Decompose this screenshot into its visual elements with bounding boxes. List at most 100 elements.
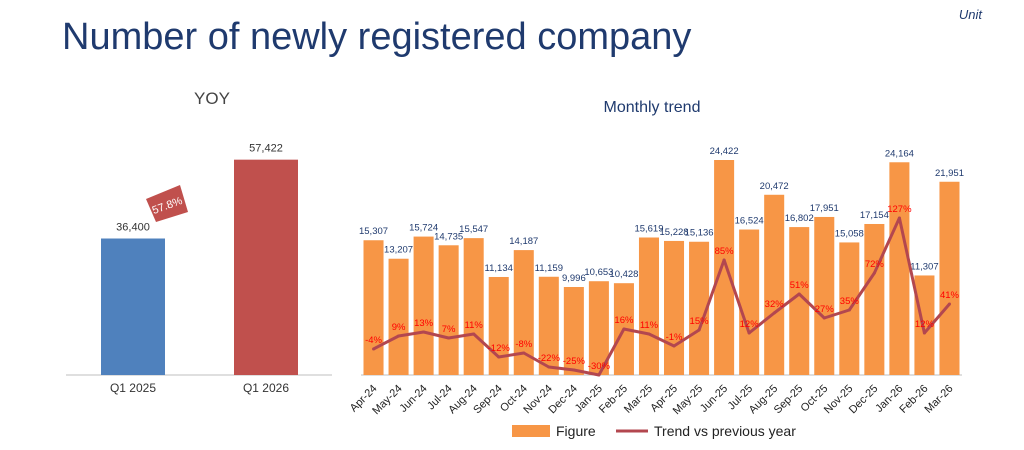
yoy-growth-flag [146,185,188,222]
monthly-value-label: 15,058 [835,228,864,239]
trend-point [697,328,701,332]
trend-point [622,327,626,331]
trend-point [797,292,801,296]
trend-point [422,330,426,334]
monthly-value-label: 15,307 [359,226,388,237]
trend-point [497,355,501,359]
monthly-bar-feb-26 [914,275,935,375]
trend-point [522,351,526,355]
trend-pct-label: 16% [614,315,634,326]
monthly-value-label: 15,228 [659,227,688,238]
legend-swatch-figure [512,425,550,437]
legend-label-trend: Trend vs previous year [654,423,796,439]
trend-point [872,271,876,275]
monthly-tick-label: Jun-25 [698,383,730,415]
monthly-value-label: 11,159 [535,263,563,274]
monthly-tick-label: Mar-26 [922,383,955,416]
monthly-bar-may-24 [388,258,409,375]
monthly-value-label: 17,951 [810,203,839,214]
trend-pct-label: 12% [915,319,935,330]
monthly-bar-jun-25 [714,160,735,375]
trend-point [822,316,826,320]
trend-pct-label: -30% [588,361,611,372]
trend-pct-label: 9% [392,322,406,333]
monthly-bar-oct-25 [814,216,835,375]
yoy-category-label-1: Q1 2026 [243,381,289,395]
monthly-value-label: 15,724 [409,223,438,234]
page-title: Number of newly registered company [62,16,692,58]
monthly-value-label: 10,653 [584,267,613,278]
trend-pct-label: 32% [765,299,785,310]
monthly-value-label: 15,136 [685,228,714,239]
trend-point [772,311,776,315]
trend-pct-label: -8% [515,339,532,350]
trend-point [572,368,576,372]
trend-pct-label: -12% [488,343,511,354]
monthly-value-label: 14,735 [434,231,463,242]
monthly-bar-dec-24 [563,286,584,375]
monthly-bar-apr-25 [664,240,685,375]
monthly-value-label: 13,207 [384,245,413,256]
monthly-title: Monthly trend [604,99,701,116]
monthly-bar-nov-24 [538,276,559,375]
monthly-bar-jan-26 [889,162,910,375]
trend-pct-label: -1% [666,332,683,343]
trend-pct-label: 72% [865,259,885,270]
monthly-value-label: 17,154 [860,210,889,221]
monthly-value-label: 16,524 [735,216,764,227]
trend-pct-label: -4% [365,335,382,346]
trend-pct-label: 127% [887,204,912,215]
monthly-tick-label: Jun-24 [397,383,429,415]
monthly-bar-aug-24 [463,238,484,375]
trend-point [722,258,726,262]
trend-pct-label: -25% [563,356,586,367]
unit-label: Unit [958,7,982,22]
trend-pct-label: -22% [538,353,561,364]
trend-point [597,373,601,377]
monthly-bar-mar-25 [638,237,659,375]
yoy-bar-1 [234,159,298,375]
yoy-category-label-0: Q1 2025 [110,381,156,395]
monthly-value-label: 11,307 [910,261,938,272]
monthly-value-label: 24,164 [885,148,914,159]
trend-pct-label: 7% [442,324,456,335]
trend-point [897,216,901,220]
trend-pct-label: 11% [640,320,659,331]
legend-label-figure: Figure [556,423,596,439]
trend-pct-label: 51% [790,280,810,291]
trend-point [472,332,476,336]
trend-point [847,308,851,312]
monthly-value-label: 10,428 [609,269,638,280]
monthly-bar-jan-25 [588,281,609,375]
yoy-value-label-1: 57,422 [249,143,283,155]
trend-point [947,302,951,306]
monthly-value-label: 14,187 [509,236,538,247]
monthly-value-label: 9,996 [562,273,586,284]
monthly-value-label: 16,802 [785,213,814,224]
monthly-tick-label: Mar-25 [622,383,655,416]
trend-point [372,347,376,351]
monthly-value-label: 20,472 [760,181,789,192]
trend-point [647,332,651,336]
monthly-bar-oct-24 [513,250,534,375]
trend-pct-label: 15% [690,316,710,327]
trend-point [547,365,551,369]
yoy-value-label-0: 36,400 [116,222,150,234]
trend-pct-label: 35% [840,296,860,307]
trend-pct-label: 41% [940,290,960,301]
monthly-bar-may-25 [689,241,710,375]
monthly-bar-apr-24 [363,240,384,375]
trend-pct-label: 11% [465,320,484,331]
monthly-bar-mar-26 [939,181,960,375]
trend-point [672,344,676,348]
trend-line [372,216,951,377]
monthly-value-label: 21,951 [935,168,964,179]
trend-pct-label: 12% [740,319,760,330]
trend-pct-label: 13% [414,318,434,329]
monthly-bar-sep-25 [789,227,810,375]
trend-pct-label: 85% [715,246,735,257]
monthly-bar-aug-25 [764,194,785,375]
monthly-bar-jul-24 [438,245,459,375]
trend-pct-label: 27% [815,304,835,315]
